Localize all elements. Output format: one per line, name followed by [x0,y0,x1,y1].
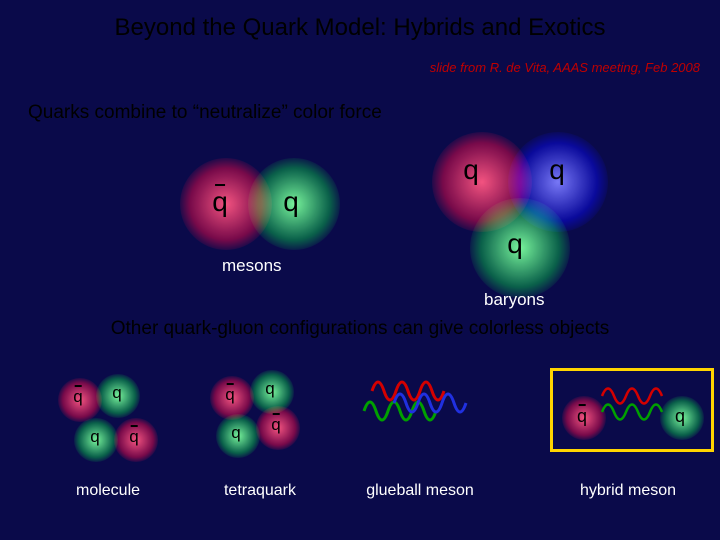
hybrid-gluon-green [600,400,664,424]
molecule-q4-label: q [128,427,140,447]
molecule-q3-label: q [89,427,101,447]
molecule-q1-label: q [72,387,84,407]
tetraquark-caption: tetraquark [180,482,340,500]
meson-qbar-label: q [211,186,229,218]
baryons-caption: baryons [484,290,544,310]
hybrid-q-label: q [674,406,686,427]
molecule-q2-label: q [111,383,123,403]
tetra-q2-label: q [264,379,276,399]
molecule-caption: molecule [28,482,188,500]
meson-q-label: q [282,186,300,218]
tetra-q3-label: q [230,423,242,443]
subtitle-other: Other quark-gluon configurations can giv… [0,318,720,340]
slide-title: Beyond the Quark Model: Hybrids and Exot… [0,14,720,42]
glueball-caption: glueball meson [340,482,500,500]
slide-credit: slide from R. de Vita, AAAS meeting, Feb… [430,60,700,75]
hybrid-qbar-label: q [576,406,588,427]
baryon-q2-label: q [548,154,566,186]
tetra-q1-label: q [224,385,236,405]
hybrid-caption: hybrid meson [548,482,708,500]
mesons-caption: mesons [222,256,282,276]
tetra-q4-label: q [270,415,282,435]
glueball-gluon-blue [392,388,472,418]
baryon-q1-label: q [462,154,480,186]
baryon-q3-label: q [506,228,524,260]
subtitle-neutralize: Quarks combine to “neutralize” color for… [28,102,382,124]
